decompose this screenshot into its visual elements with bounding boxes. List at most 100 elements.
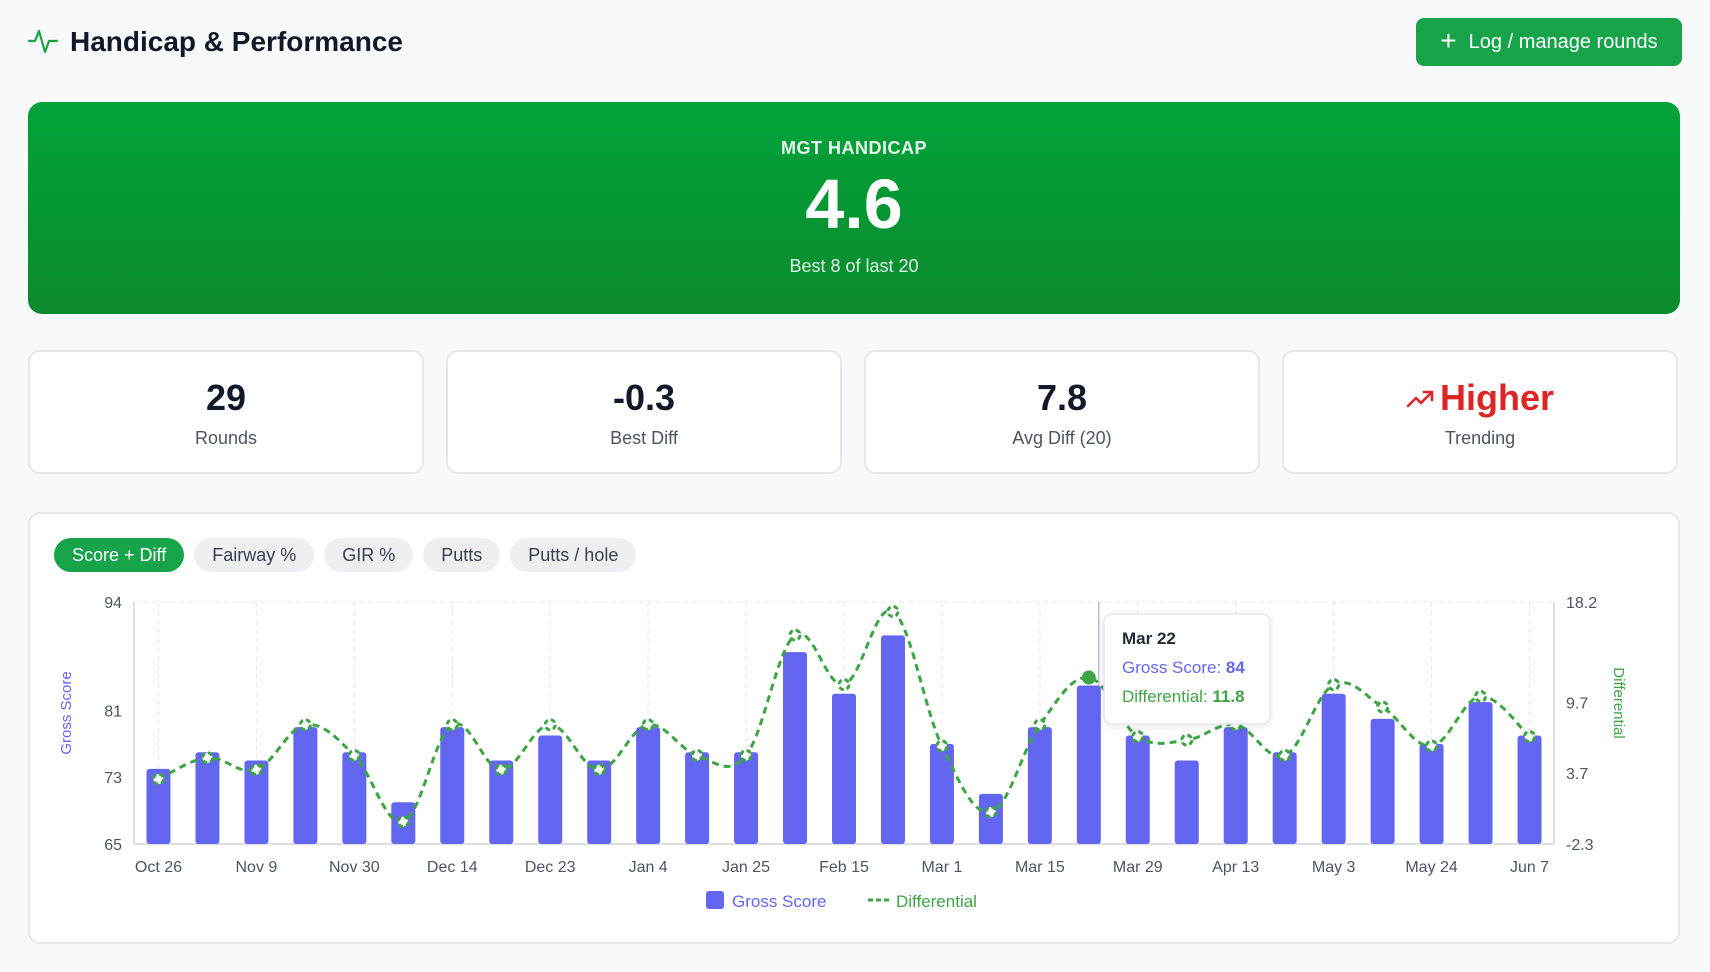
- gross-score-bar[interactable]: [685, 752, 710, 844]
- differential-point[interactable]: [494, 763, 508, 777]
- differential-point[interactable]: [1327, 678, 1341, 692]
- differential-point-active[interactable]: [1081, 670, 1096, 685]
- tooltip-differential: Differential: 11.8: [1122, 687, 1245, 706]
- y-right-axis-title: Differential: [1610, 667, 1627, 738]
- x-tick-label: Mar 29: [1113, 859, 1163, 876]
- gross-score-bar[interactable]: [880, 635, 905, 844]
- stat-card-trending: Higher Trending: [1282, 350, 1678, 474]
- differential-point[interactable]: [1180, 733, 1194, 747]
- trending-up-icon: [1406, 390, 1434, 408]
- differential-point[interactable]: [739, 748, 753, 762]
- handicap-value: 4.6: [805, 165, 903, 243]
- gross-score-bar[interactable]: [929, 743, 954, 844]
- gross-score-bar[interactable]: [1370, 718, 1395, 844]
- trend-text: Higher: [1439, 377, 1554, 418]
- tab-putts-per-hole[interactable]: Putts / hole: [510, 538, 637, 572]
- gross-score-bar[interactable]: [293, 727, 318, 844]
- gross-score-bar[interactable]: [587, 760, 612, 844]
- stat-card-avg-diff: 7.8 Avg Diff (20): [864, 350, 1260, 474]
- gross-score-bar[interactable]: [1321, 693, 1346, 844]
- x-tick-label: Feb 15: [819, 859, 869, 876]
- gross-score-bar[interactable]: [1027, 727, 1052, 844]
- differential-point[interactable]: [1278, 748, 1292, 762]
- tab-fairway[interactable]: Fairway %: [194, 538, 315, 572]
- chart-tooltip: [1103, 613, 1271, 725]
- differential-point[interactable]: [592, 763, 606, 777]
- differential-point[interactable]: [151, 772, 165, 786]
- gross-score-bar[interactable]: [146, 768, 171, 844]
- page-header: Handicap & Performance + Log / manage ro…: [28, 18, 1682, 66]
- gross-score-bar[interactable]: [978, 793, 1003, 844]
- score-diff-chart[interactable]: 65 73 81 94 -2.3 3.7 9.7 18.2 Gross Score Differe…: [30, 514, 1678, 942]
- stat-value: -0.3: [612, 377, 676, 418]
- y-left-tick-label: 81: [104, 703, 122, 720]
- differential-point[interactable]: [1131, 730, 1145, 744]
- tab-score-diff[interactable]: Score + Diff: [54, 538, 185, 572]
- page-title: Handicap & Performance: [70, 26, 403, 57]
- gross-score-bar[interactable]: [440, 727, 465, 844]
- gross-score-bar[interactable]: [832, 693, 856, 844]
- log-rounds-label: Log / manage rounds: [1468, 30, 1658, 53]
- gross-score-bar[interactable]: [1272, 752, 1297, 844]
- differential-point[interactable]: [249, 763, 263, 777]
- gross-score-bar[interactable]: [1223, 727, 1248, 844]
- x-tick-label: Apr 13: [1212, 859, 1259, 876]
- x-tick-label: Mar 15: [1015, 859, 1065, 876]
- gross-score-bar[interactable]: [1419, 743, 1444, 844]
- differential-point[interactable]: [984, 805, 998, 819]
- x-tick-label: Dec 23: [525, 859, 576, 876]
- differential-point[interactable]: [788, 628, 802, 642]
- tooltip-gross-score: Gross Score: 84: [1122, 658, 1245, 677]
- x-tick-label: Dec 14: [427, 859, 478, 876]
- gross-score-bar[interactable]: [636, 727, 661, 844]
- tab-gir[interactable]: GIR %: [324, 538, 414, 572]
- gross-score-bar[interactable]: [1468, 702, 1493, 844]
- handicap-label: MGT HANDICAP: [781, 138, 927, 158]
- stat-label: Rounds: [194, 428, 258, 448]
- differential-point[interactable]: [1033, 718, 1047, 732]
- gross-score-bar[interactable]: [1174, 760, 1199, 844]
- legend-label-differential: Differential: [896, 892, 977, 911]
- differential-point[interactable]: [445, 718, 459, 732]
- gross-score-bar[interactable]: [1125, 735, 1150, 844]
- differential-point[interactable]: [1425, 739, 1439, 753]
- tab-putts[interactable]: Putts: [423, 538, 501, 572]
- differential-point[interactable]: [347, 748, 361, 762]
- stat-value: 29: [205, 377, 247, 418]
- gross-score-bar[interactable]: [489, 760, 514, 844]
- gross-score-bar[interactable]: [342, 752, 367, 844]
- differential-point[interactable]: [298, 718, 312, 732]
- gross-score-bar[interactable]: [783, 652, 808, 844]
- y-right-tick-label: 18.2: [1566, 595, 1597, 612]
- handicap-hero-card: MGT HANDICAP 4.6 Best 8 of last 20: [28, 102, 1680, 314]
- gross-score-bar[interactable]: [195, 752, 220, 844]
- x-tick-label: Jan 25: [722, 859, 770, 876]
- trend-value: Higher: [1284, 376, 1676, 420]
- differential-point[interactable]: [1376, 700, 1390, 714]
- x-tick-label: May 3: [1312, 859, 1356, 876]
- y-right-tick-label: -2.3: [1566, 837, 1594, 854]
- y-left-tick-label: 94: [104, 595, 122, 612]
- differential-point[interactable]: [690, 748, 704, 762]
- differential-point[interactable]: [886, 604, 900, 618]
- differential-point[interactable]: [641, 718, 655, 732]
- differential-point[interactable]: [1523, 730, 1537, 744]
- differential-point[interactable]: [837, 678, 851, 692]
- x-tick-label: May 24: [1405, 859, 1458, 876]
- differential-point[interactable]: [1474, 689, 1488, 703]
- differential-point[interactable]: [543, 718, 557, 732]
- x-tick-label: Jan 4: [629, 859, 668, 876]
- x-tick-label: Nov 9: [236, 859, 278, 876]
- x-tick-label: Mar 1: [921, 859, 962, 876]
- gross-score-bar[interactable]: [244, 760, 269, 844]
- differential-point[interactable]: [396, 815, 410, 829]
- gross-score-bar[interactable]: [1076, 685, 1101, 844]
- gross-score-bar[interactable]: [1517, 735, 1542, 844]
- log-rounds-button[interactable]: + Log / manage rounds: [1416, 18, 1682, 66]
- differential-point[interactable]: [200, 751, 214, 765]
- x-tick-label: Nov 30: [329, 859, 380, 876]
- gross-score-bar[interactable]: [538, 735, 563, 844]
- differential-point[interactable]: [935, 739, 949, 753]
- gross-score-bar[interactable]: [734, 752, 759, 844]
- stat-value: 7.8: [1036, 377, 1088, 418]
